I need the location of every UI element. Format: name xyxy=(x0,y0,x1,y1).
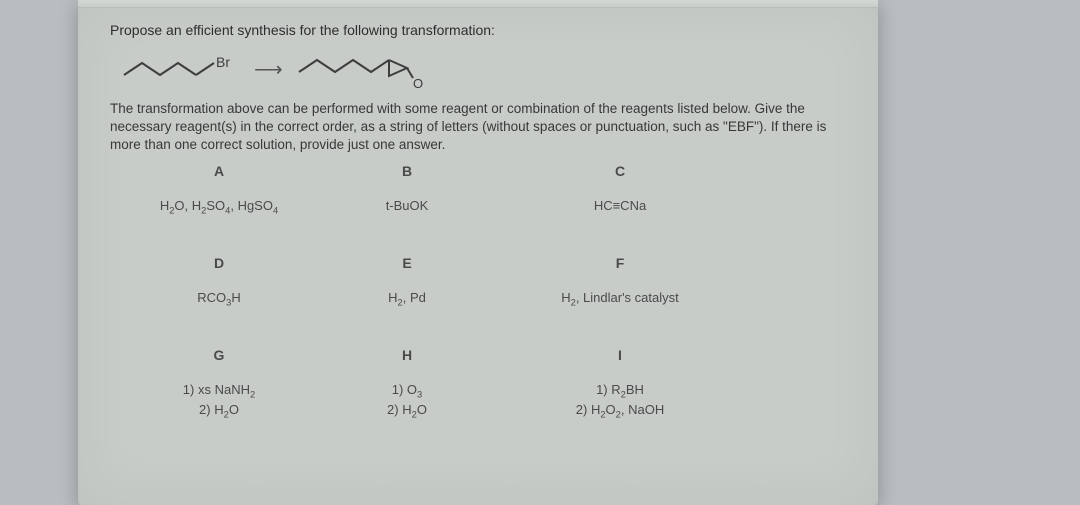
reagent-cell-c: C HC≡CNa xyxy=(510,163,730,217)
reagent-cell-a: A H2O, H2SO4, HgSO4 xyxy=(134,163,304,217)
reagent-value: H2O, H2SO4, HgSO4 xyxy=(134,197,304,217)
reagent-header: A xyxy=(134,163,304,179)
br-label: Br xyxy=(216,54,230,70)
top-rule xyxy=(78,0,878,8)
reagent-header: B xyxy=(322,163,492,179)
reagent-cell-b: B t-BuOK xyxy=(322,163,492,217)
question-card: Propose an efficient synthesis for the f… xyxy=(78,0,878,505)
reagent-cell-h: H 1) O32) H2O xyxy=(322,347,492,421)
reagent-header: I xyxy=(510,347,730,363)
reagent-cell-i: I 1) R2BH2) H2O2, NaOH xyxy=(510,347,730,421)
o-label: O xyxy=(413,76,423,90)
reagent-value: H2, Lindlar's catalyst xyxy=(510,289,730,309)
question-prompt: Propose an efficient synthesis for the f… xyxy=(110,22,846,38)
reagent-cell-f: F H2, Lindlar's catalyst xyxy=(510,255,730,309)
row-spacer xyxy=(134,225,730,247)
reagent-grid: A H2O, H2SO4, HgSO4 B t-BuOK C HC≡CNa D … xyxy=(110,163,846,422)
reagent-cell-e: E H2, Pd xyxy=(322,255,492,309)
reagent-header: E xyxy=(322,255,492,271)
reagent-cell-d: D RCO3H xyxy=(134,255,304,309)
reagent-value: 1) xs NaNH22) H2O xyxy=(134,381,304,421)
reagent-value: RCO3H xyxy=(134,289,304,309)
reagent-header: C xyxy=(510,163,730,179)
reagent-header: D xyxy=(134,255,304,271)
row-spacer xyxy=(134,317,730,339)
product-structure: O xyxy=(295,48,445,90)
reagent-value: H2, Pd xyxy=(322,289,492,309)
question-description: The transformation above can be performe… xyxy=(110,100,846,155)
reaction-arrow: ⟶ xyxy=(254,57,281,82)
reagent-value: HC≡CNa xyxy=(510,197,730,215)
reaction-scheme: Br ⟶ O xyxy=(120,48,846,90)
reagent-value: 1) R2BH2) H2O2, NaOH xyxy=(510,381,730,421)
reagent-cell-g: G 1) xs NaNH22) H2O xyxy=(134,347,304,421)
starting-material-structure: Br xyxy=(120,51,240,87)
reagent-header: G xyxy=(134,347,304,363)
reagent-value: t-BuOK xyxy=(322,197,492,215)
reagent-header: F xyxy=(510,255,730,271)
reagent-header: H xyxy=(322,347,492,363)
reagent-value: 1) O32) H2O xyxy=(322,381,492,421)
